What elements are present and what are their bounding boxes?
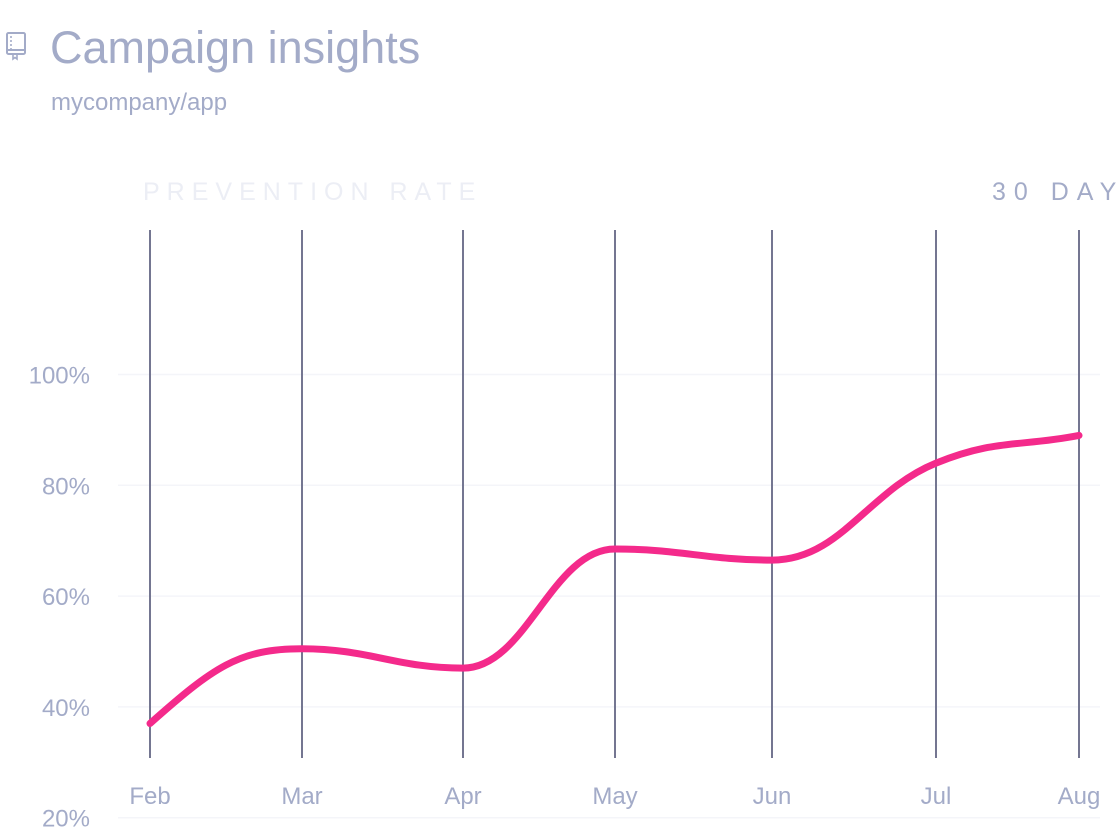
time-range-label[interactable]: 30 DAY [992, 178, 1120, 206]
repo-icon [6, 32, 26, 61]
page-header: Campaign insights [0, 18, 700, 78]
y-tick-label: 20% [42, 806, 90, 833]
x-axis-labels: Feb Mar Apr May Jun Jul Aug [129, 783, 1100, 810]
x-tick-label-jun: Jun [753, 783, 792, 810]
x-tick-label-apr: Apr [444, 783, 481, 810]
y-tick-label: 60% [42, 584, 90, 611]
y-tick-label: 100% [29, 363, 90, 390]
repo-path: mycompany/app [51, 89, 228, 116]
horizontal-gridlines [118, 373, 1100, 819]
page-title: Campaign insights [50, 22, 421, 73]
x-tick-label-mar: Mar [281, 783, 322, 810]
x-tick-label-may: May [592, 783, 637, 810]
prevention-rate-line [146, 431, 1083, 728]
y-tick-label: 40% [42, 695, 90, 722]
x-tick-label-aug: Aug [1058, 783, 1101, 810]
chart-title: PREVENTION RATE [143, 178, 482, 206]
vertical-gridlines [149, 230, 1080, 758]
x-tick-label-jul: Jul [921, 783, 952, 810]
x-tick-label-feb: Feb [129, 783, 170, 810]
y-tick-label: 80% [42, 473, 90, 500]
y-axis-labels: 20% 40% 60% 80% 100% [29, 363, 90, 833]
